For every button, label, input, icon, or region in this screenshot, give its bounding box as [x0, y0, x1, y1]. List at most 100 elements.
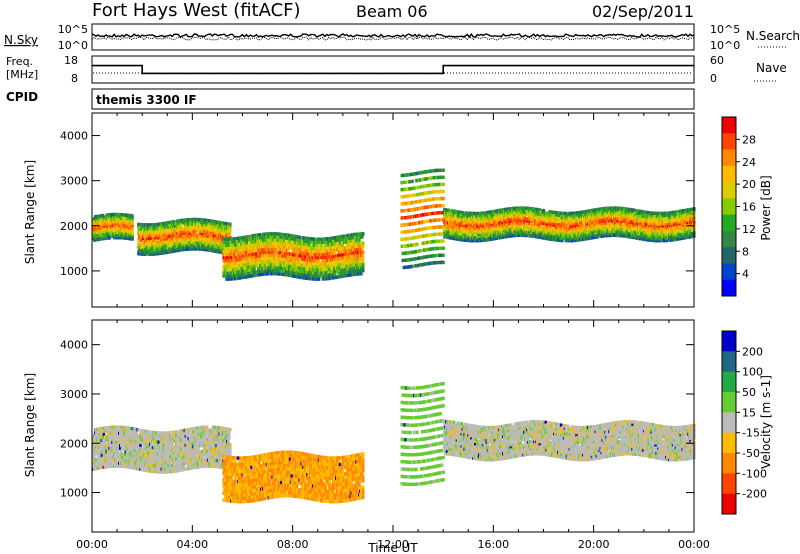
- data-cell: [278, 266, 281, 270]
- data-cell: [266, 272, 270, 276]
- data-cell: [326, 252, 329, 256]
- data-cell: [149, 236, 153, 241]
- data-cell: [226, 249, 229, 254]
- data-cell: [266, 238, 270, 242]
- data-cell: [139, 247, 142, 252]
- data-cell: [361, 232, 365, 236]
- data-cell: [317, 243, 321, 248]
- data-cell: [181, 232, 185, 236]
- data-cell: [178, 237, 182, 241]
- data-cell: [149, 223, 153, 227]
- data-cell: [199, 240, 202, 244]
- data-cell: [260, 260, 264, 264]
- data-cell: [172, 240, 176, 244]
- data-cell: [361, 259, 365, 264]
- data-cell: [219, 239, 222, 243]
- data-cell: [108, 236, 111, 240]
- data-cell: [277, 260, 280, 264]
- data-cell: [211, 219, 215, 224]
- data-cell: [279, 250, 282, 255]
- data-cell: [285, 273, 288, 277]
- data-cell: [173, 224, 177, 228]
- data-cell: [253, 273, 256, 278]
- data-cell: [115, 214, 119, 218]
- data-cell: [294, 250, 298, 254]
- data-cell: [321, 252, 325, 257]
- cpid-label: CPID: [6, 90, 38, 104]
- noise-search-line: [91, 36, 695, 41]
- data-cell: [226, 243, 229, 248]
- data-cell: [190, 240, 193, 244]
- data-cell: [236, 267, 240, 271]
- data-cell: [265, 244, 269, 248]
- data-cell: [314, 252, 318, 257]
- noise-sky-line: [91, 33, 695, 39]
- data-cell: [249, 268, 252, 272]
- data-cell: [98, 237, 102, 241]
- data-cell: [152, 225, 156, 229]
- data-cell: [175, 248, 179, 253]
- data-cell: [147, 243, 151, 247]
- data-cell: [153, 227, 157, 231]
- data-cell: [255, 255, 258, 259]
- data-cell: [277, 250, 280, 255]
- data-cell: [282, 254, 285, 258]
- data-cell: [225, 274, 228, 278]
- data-cell: [282, 269, 285, 273]
- data-cell: [226, 252, 229, 257]
- data-cell: [172, 226, 176, 231]
- data-cell: [138, 225, 141, 229]
- data-cell: [131, 232, 134, 236]
- data-cell: [195, 238, 198, 242]
- data-cell: [154, 222, 158, 227]
- data-cell: [253, 246, 256, 250]
- data-cell: [236, 242, 240, 247]
- nave-right-tick-top: 60: [710, 54, 724, 67]
- data-cell: [131, 223, 134, 227]
- data-cell: [280, 232, 283, 237]
- data-cell: [213, 240, 217, 244]
- data-cell: [260, 251, 264, 255]
- data-cell: [161, 231, 164, 235]
- data-cell: [154, 231, 158, 236]
- data-cell: [159, 224, 162, 228]
- data-cell: [160, 222, 163, 226]
- data-cell: [247, 268, 250, 272]
- data-cell: [191, 220, 194, 224]
- data-cell: [193, 222, 196, 226]
- data-cell: [293, 262, 297, 266]
- data-cell: [211, 228, 215, 233]
- data-cell: [306, 249, 309, 253]
- data-cell: [100, 217, 104, 221]
- data-cell: [172, 242, 175, 247]
- data-cell: [246, 238, 250, 242]
- data-cell: [195, 242, 198, 247]
- data-cell: [179, 223, 183, 227]
- data-cell: [243, 272, 247, 276]
- data-cell: [241, 242, 245, 246]
- noise-panel: N.Sky 10^5 10^0 10^5 10^0 N.Search: [4, 23, 800, 52]
- data-cell: [173, 246, 177, 251]
- data-cell: [310, 267, 313, 272]
- data-cell: [255, 233, 258, 237]
- data-cell: [306, 255, 309, 259]
- data-cell: [115, 212, 119, 217]
- data-cell: [170, 245, 173, 249]
- data-cell: [220, 246, 223, 250]
- nsearch-label: N.Search: [746, 29, 800, 43]
- data-cell: [275, 253, 278, 258]
- data-cell: [146, 227, 150, 232]
- data-cell: [150, 243, 154, 247]
- data-cell: [437, 239, 440, 243]
- data-cell: [175, 230, 179, 235]
- data-cell: [152, 252, 156, 256]
- data-cell: [138, 236, 141, 240]
- data-cell: [305, 267, 308, 271]
- data-cell: [321, 265, 325, 269]
- data-cell: [224, 259, 227, 263]
- data-cell: [293, 268, 297, 272]
- data-cell: [146, 223, 150, 227]
- data-cell: [246, 265, 250, 270]
- data-cell: [275, 244, 278, 248]
